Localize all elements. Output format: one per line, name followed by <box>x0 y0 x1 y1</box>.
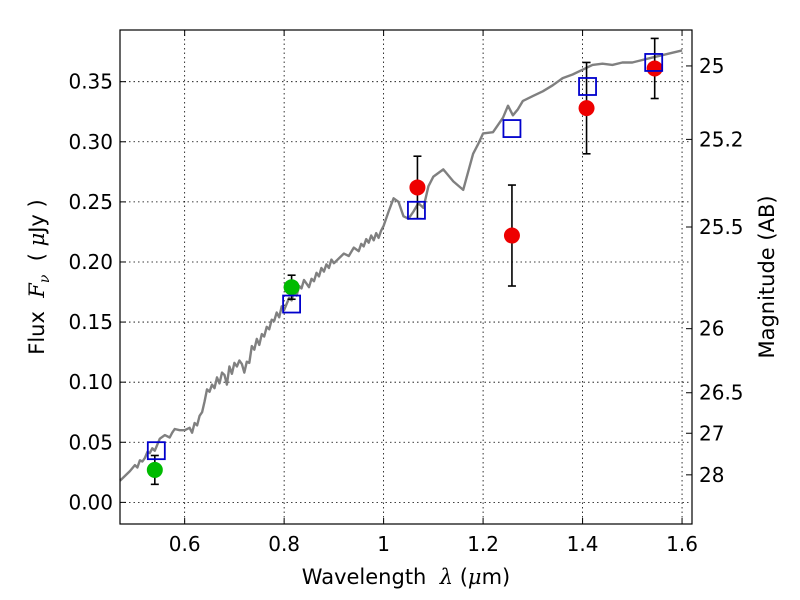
model-photometry-point <box>407 200 426 220</box>
y-tick-label: 0.20 <box>68 250 113 274</box>
x-tick-label: 1.2 <box>467 532 499 556</box>
data-point <box>503 227 520 244</box>
y-tick-label: 0.30 <box>68 130 113 154</box>
plot-series <box>119 37 683 486</box>
y-tick-label: 0.10 <box>68 370 113 394</box>
y-axis-label: Flux Fν ( μJy ) <box>25 199 53 354</box>
y2-tick-label: 27 <box>699 421 724 445</box>
y-tick-label: 0.35 <box>68 70 113 94</box>
model-photometry-point <box>282 294 302 314</box>
y-tick-label: 0.00 <box>68 490 113 514</box>
y2-tick-label: 26.5 <box>699 381 744 405</box>
axis-ticks: 0.6 0.8 1 1.2 1.4 1.6 0.00 0.05 0.10 0.15 0.20 0.25… <box>68 30 744 556</box>
data-point <box>646 60 663 77</box>
model-photometry-point <box>644 53 664 72</box>
x-tick-label: 1.4 <box>567 532 599 556</box>
y2-axis-label: Magnitude (AB) <box>755 195 779 358</box>
data-point <box>146 461 163 478</box>
x-tick-label: 0.6 <box>169 532 201 556</box>
y2-tick-label: 25.2 <box>699 127 744 151</box>
y2-tick-label: 25 <box>699 54 724 78</box>
y2-tick-label: 25.5 <box>699 215 744 239</box>
x-axis-label: Wavelength λ (μm) <box>302 565 510 589</box>
y-tick-label: 0.15 <box>68 310 113 334</box>
data-point <box>283 279 300 296</box>
y-tick-label: 0.05 <box>68 430 113 454</box>
data-point <box>409 179 426 196</box>
data-point <box>578 100 595 117</box>
model-photometry-point <box>578 77 597 96</box>
x-tick-label: 1 <box>377 532 390 556</box>
model-spectrum-line <box>119 49 683 482</box>
plot-frame <box>119 29 693 525</box>
model-photometry-point <box>146 441 166 461</box>
x-tick-label: 0.8 <box>268 532 300 556</box>
y-tick-label: 0.25 <box>68 190 113 214</box>
model-photometry-point <box>502 119 522 138</box>
x-tick-label: 1.6 <box>666 532 698 556</box>
y2-tick-label: 26 <box>699 317 724 341</box>
y2-tick-label: 28 <box>699 463 724 487</box>
